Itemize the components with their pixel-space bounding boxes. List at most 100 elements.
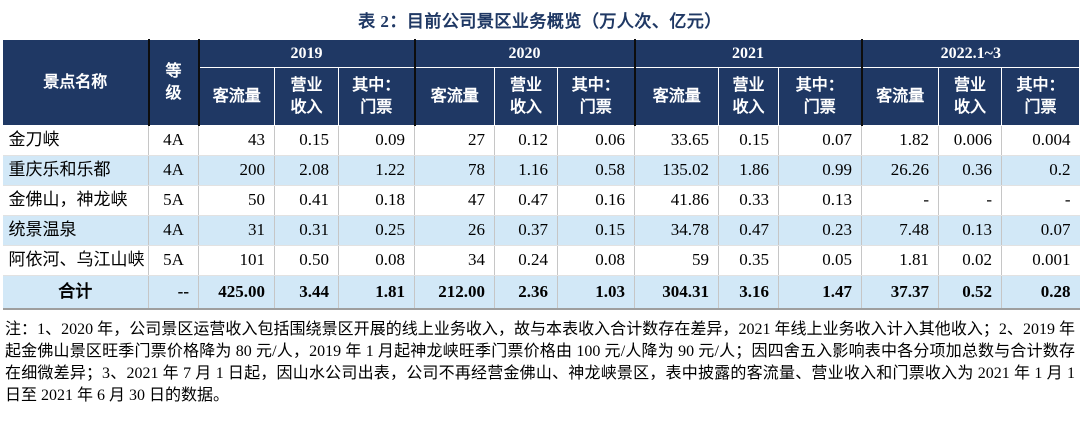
value-cell: 34.78 xyxy=(634,215,720,246)
value-cell: 0.23 xyxy=(778,215,863,246)
table-row: 统景温泉 4A 31 0.31 0.25 26 0.37 0.15 34.78 … xyxy=(2,215,1080,246)
header-year-2019: 2019 xyxy=(197,39,416,68)
header-ticket-2021: 其中： 门票 xyxy=(778,67,863,126)
value-cell: 0.16 xyxy=(557,185,636,216)
header-ticket-2022: 其中： 门票 xyxy=(1001,67,1080,126)
total-value-cell: 37.37 xyxy=(861,275,940,310)
value-cell: 34 xyxy=(414,245,496,276)
value-cell: 78 xyxy=(414,155,496,186)
spot-name-cell: 金刀峡 xyxy=(2,125,149,156)
value-cell: 0.15 xyxy=(718,125,780,156)
value-cell: 1.82 xyxy=(861,125,940,156)
header-sub-row: 客流量 营业 收入 其中： 门票 客流量 营业 收入 其中： 门票 客流量 营业… xyxy=(3,67,1080,126)
value-cell: 0.15 xyxy=(557,215,636,246)
value-cell: 0.47 xyxy=(494,185,559,216)
value-cell: 0.13 xyxy=(938,215,1003,246)
value-cell: 59 xyxy=(634,245,720,276)
header-revenue-2022: 营业 收入 xyxy=(938,67,1003,126)
header-traffic-2020: 客流量 xyxy=(413,67,496,126)
value-cell: 47 xyxy=(414,185,496,216)
value-cell: 0.07 xyxy=(1001,215,1080,246)
value-cell: 1.86 xyxy=(718,155,780,186)
value-cell: 0.09 xyxy=(338,125,416,156)
spot-name-cell: 统景温泉 xyxy=(2,215,149,246)
header-year-2020: 2020 xyxy=(413,39,636,68)
table-row: 重庆乐和乐都 4A 200 2.08 1.22 78 1.16 0.58 135… xyxy=(2,155,1080,186)
value-cell: 0.08 xyxy=(557,245,636,276)
value-cell: 0.004 xyxy=(1001,125,1080,156)
total-value-cell: 1.81 xyxy=(338,275,416,310)
header-year-2021: 2021 xyxy=(633,39,863,68)
value-cell: 0.07 xyxy=(778,125,863,156)
value-cell: 0.58 xyxy=(557,155,636,186)
table-row: 金佛山，神龙峡 5A 50 0.41 0.18 47 0.47 0.16 41.… xyxy=(2,185,1080,216)
header-traffic-2022: 客流量 xyxy=(860,67,940,126)
value-cell: 0.006 xyxy=(938,125,1003,156)
table-row: 阿依河、乌江山峡 5A 101 0.50 0.08 34 0.24 0.08 5… xyxy=(2,245,1080,276)
value-cell: 0.31 xyxy=(274,215,339,246)
spot-name-cell: 金佛山，神龙峡 xyxy=(2,185,149,216)
total-value-cell: 212.00 xyxy=(414,275,496,310)
total-value-cell: 3.16 xyxy=(718,275,780,310)
header-ticket-2020: 其中： 门票 xyxy=(557,67,636,126)
value-cell: 1.16 xyxy=(494,155,559,186)
total-value-cell: 425.00 xyxy=(198,275,275,310)
table-title: 表 2：目前公司景区业务概览（万人次、亿元） xyxy=(358,12,722,31)
value-cell: 0.08 xyxy=(338,245,416,276)
value-cell: 0.25 xyxy=(338,215,416,246)
value-cell: 0.99 xyxy=(778,155,863,186)
value-cell: 0.47 xyxy=(718,215,780,246)
total-value-cell: 1.47 xyxy=(778,275,863,310)
spot-name-cell: 重庆乐和乐都 xyxy=(2,155,149,186)
table-row: 金刀峡 4A 43 0.15 0.09 27 0.12 0.06 33.65 0… xyxy=(2,125,1080,156)
header-traffic-2019: 客流量 xyxy=(197,67,275,126)
value-cell: 0.50 xyxy=(274,245,339,276)
value-cell: 0.18 xyxy=(338,185,416,216)
header-year-row: 景点名称 等 级 2019 2020 2021 2022.1~3 xyxy=(2,39,1080,126)
value-cell: 26.26 xyxy=(861,155,940,186)
header-revenue-2021: 营业 收入 xyxy=(718,67,780,126)
total-value-cell: 2.36 xyxy=(494,275,559,310)
grade-cell: 4A xyxy=(148,215,199,246)
header-revenue-2020: 营业 收入 xyxy=(494,67,559,126)
header-traffic-2021: 客流量 xyxy=(633,67,720,126)
total-row: 合计 -- 425.00 3.44 1.81 212.00 2.36 1.03 … xyxy=(2,275,1080,310)
grade-cell: 4A xyxy=(148,125,199,156)
value-cell: 41.86 xyxy=(634,185,720,216)
header-spot-name: 景点名称 xyxy=(2,39,149,126)
value-cell: 0.12 xyxy=(494,125,559,156)
value-cell: 0.05 xyxy=(778,245,863,276)
total-value-cell: 304.31 xyxy=(634,275,720,310)
total-value-cell: 1.03 xyxy=(557,275,636,310)
value-cell: 0.2 xyxy=(1001,155,1080,186)
grade-cell: 4A xyxy=(148,155,199,186)
value-cell: - xyxy=(938,185,1003,216)
value-cell: 0.33 xyxy=(718,185,780,216)
value-cell: 0.06 xyxy=(557,125,636,156)
value-cell: 0.02 xyxy=(938,245,1003,276)
value-cell: 200 xyxy=(198,155,275,186)
value-cell: 26 xyxy=(414,215,496,246)
value-cell: 0.13 xyxy=(778,185,863,216)
value-cell: - xyxy=(1001,185,1080,216)
header-revenue-2019: 营业 收入 xyxy=(274,67,339,126)
value-cell: 0.001 xyxy=(1001,245,1080,276)
value-cell: 135.02 xyxy=(634,155,720,186)
grade-cell: 5A xyxy=(148,185,199,216)
value-cell: 1.22 xyxy=(338,155,416,186)
value-cell: 0.35 xyxy=(718,245,780,276)
value-cell: 0.36 xyxy=(938,155,1003,186)
value-cell: 0.37 xyxy=(494,215,559,246)
header-year-2022: 2022.1~3 xyxy=(860,39,1080,68)
value-cell: 7.48 xyxy=(861,215,940,246)
value-cell: 0.41 xyxy=(274,185,339,216)
total-grade-cell: -- xyxy=(148,275,199,310)
total-value-cell: 3.44 xyxy=(274,275,339,310)
total-label: 合计 xyxy=(2,275,149,310)
value-cell: 0.24 xyxy=(494,245,559,276)
spot-name-cell: 阿依河、乌江山峡 xyxy=(2,245,149,276)
value-cell: - xyxy=(861,185,940,216)
value-cell: 31 xyxy=(198,215,275,246)
value-cell: 101 xyxy=(198,245,275,276)
